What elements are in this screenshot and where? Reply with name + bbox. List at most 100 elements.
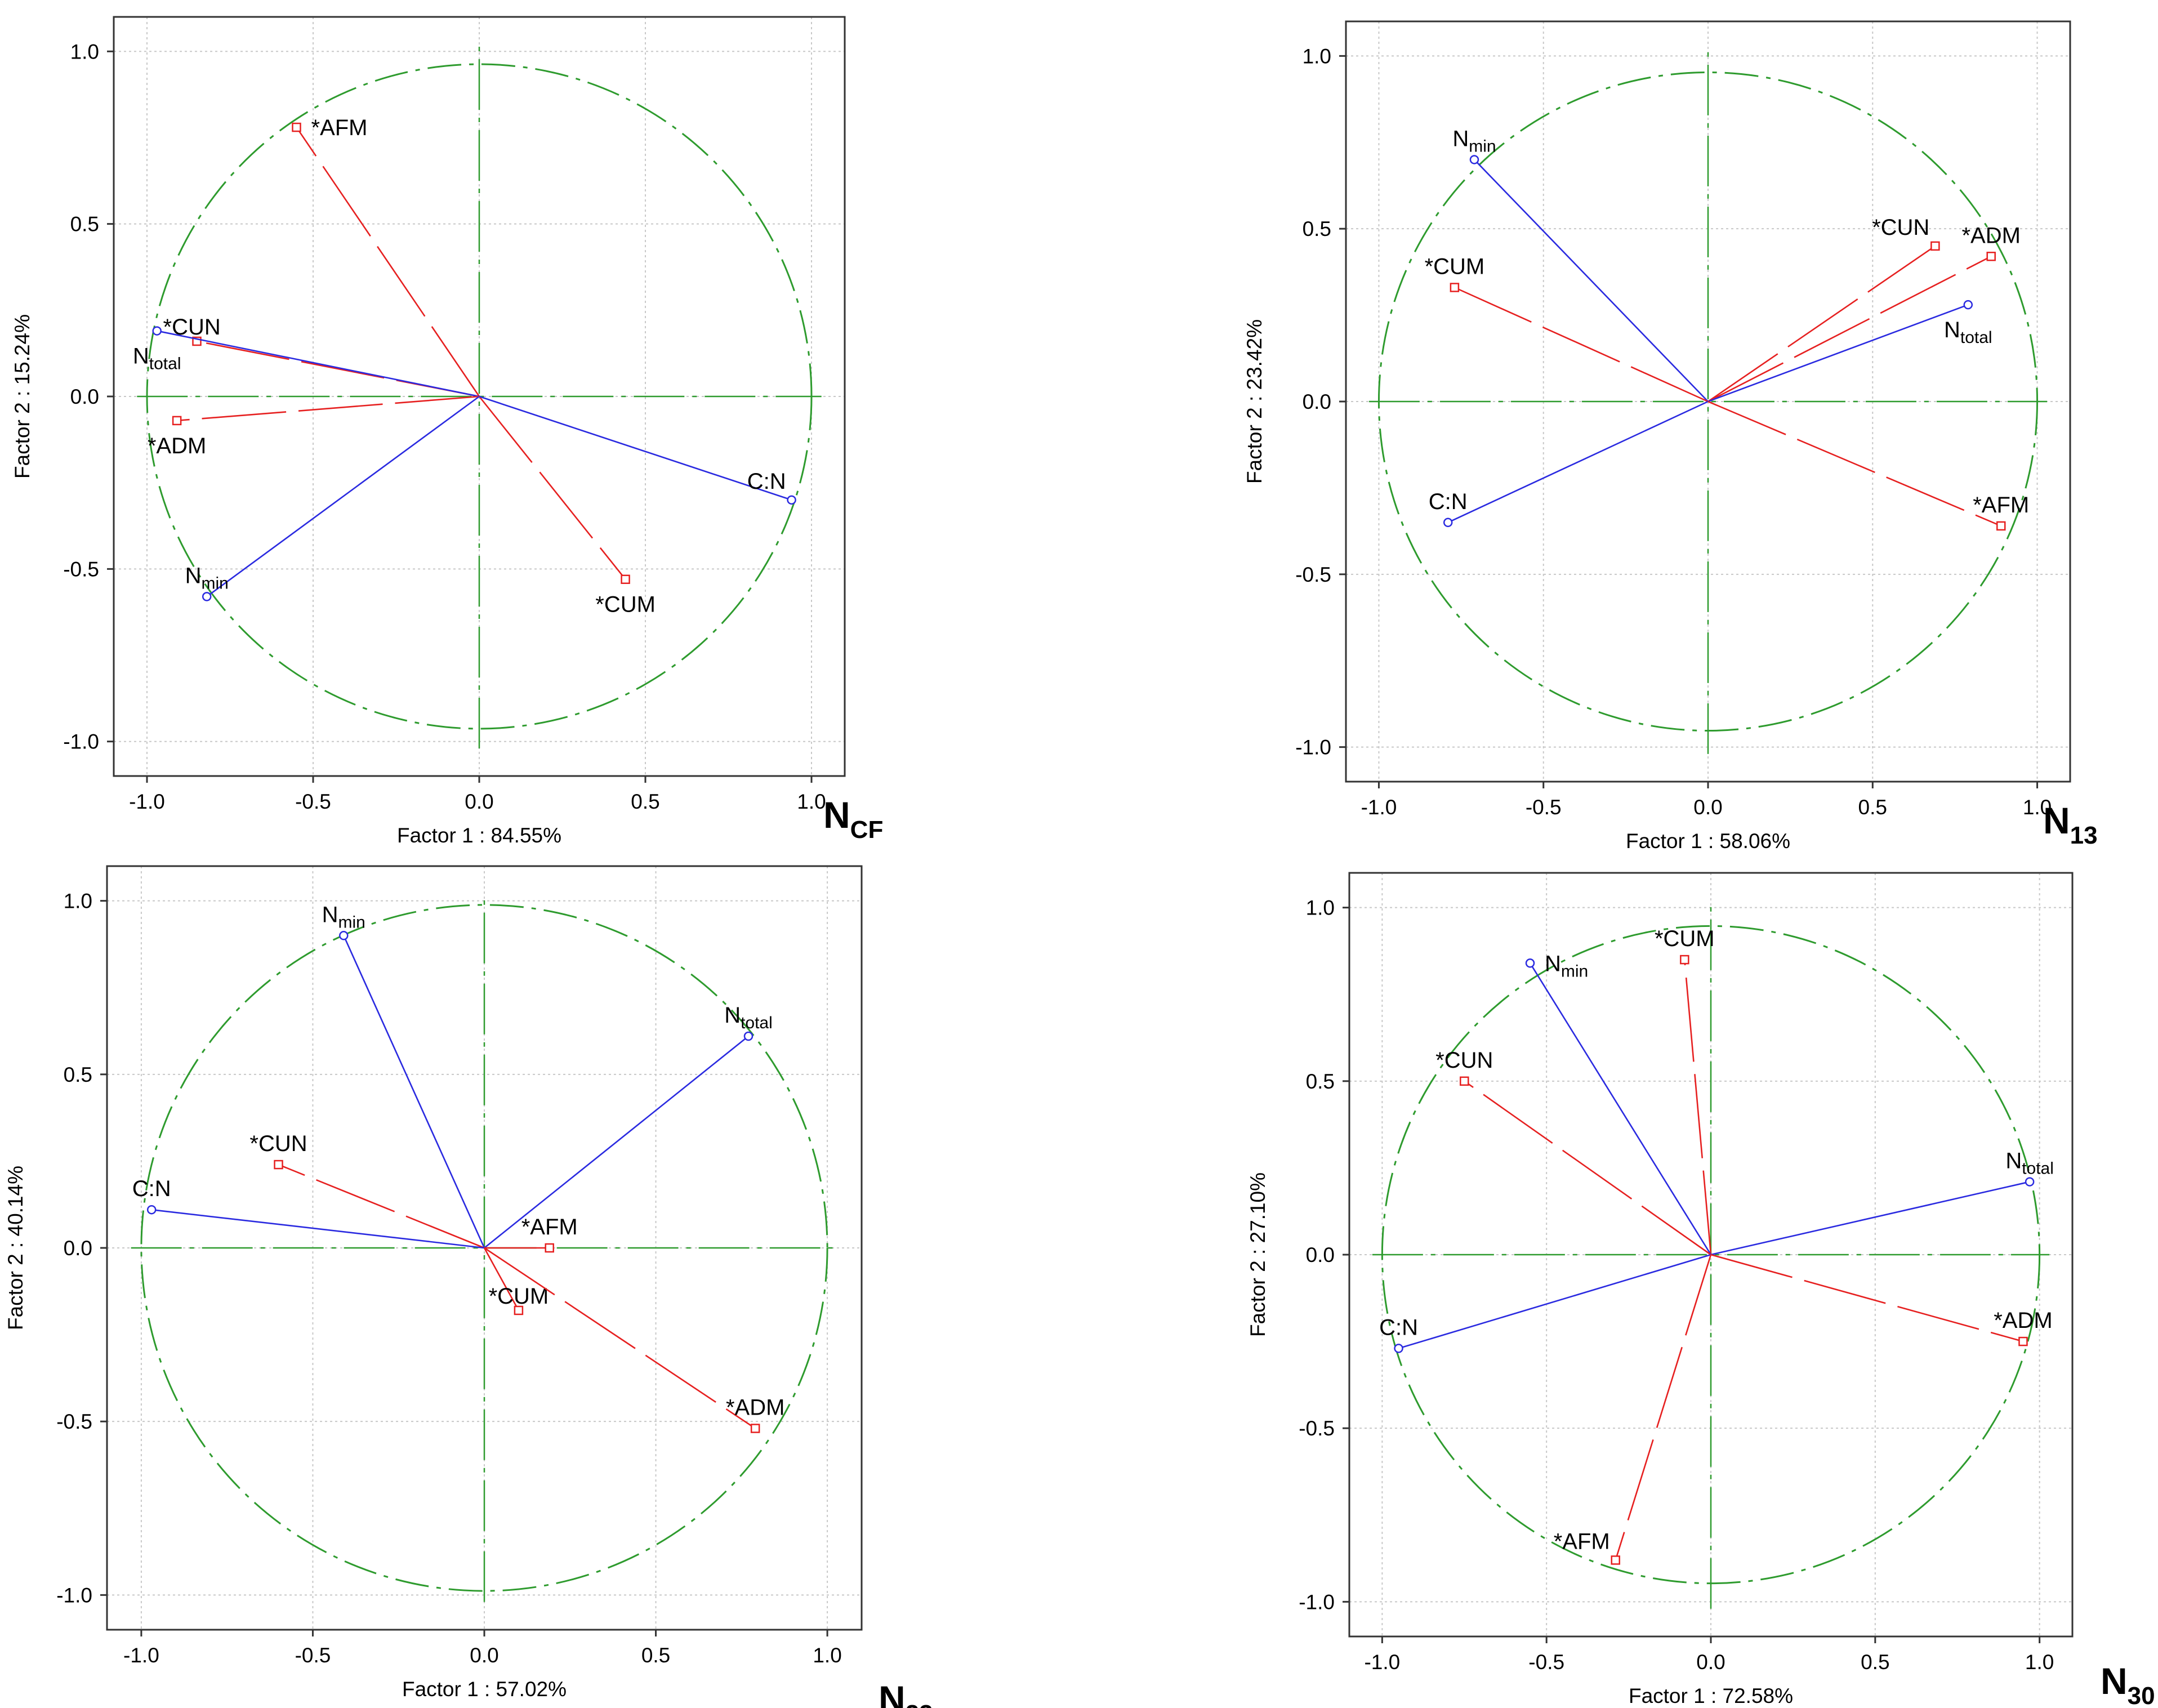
label-afm: *AFM [521,1215,578,1239]
y-tick-label: 1.0 [1306,897,1335,920]
vector-n-total [1710,1181,2030,1256]
x-tick-label: -1.0 [1361,796,1397,819]
unit-circle [140,904,828,1592]
y-tick-label: -0.5 [63,558,99,581]
vector-c-n [151,1208,485,1249]
label-afm: *AFM [1973,493,2029,518]
y-tick-label: 0.0 [70,385,99,408]
vector-cum [1684,959,1712,1255]
vector-adm [1710,1254,2023,1343]
label-adm: *ADM [1961,223,2020,248]
y-tick-label: -0.5 [1295,563,1331,586]
vector-n-min [343,935,485,1248]
x-tick-label: 1.0 [2023,796,2052,819]
x-tick-label: -0.5 [1526,796,1562,819]
panel-title: N13 [2043,800,2098,849]
label-adm: *ADM [1994,1308,2052,1333]
vector-cum [1454,287,1709,403]
point-n-min [1525,958,1535,968]
point-c-n [1443,518,1453,528]
point-cun [274,1160,283,1170]
panel-ncf: -1.0 -0.5 0.0 0.5 1.0 -1.0 -0.5 0.0 0.5 1.0 Factor… [11,16,883,847]
label-adm: *ADM [148,434,206,458]
point-n-total [152,326,162,336]
label-c-n: C:N [1379,1315,1418,1340]
label-n-min: Nmin [185,563,229,592]
label-n-total: Ntotal [724,1003,773,1032]
label-afm: *AFM [311,115,368,140]
vector-afm [296,127,480,397]
point-adm [1986,252,1996,261]
y-tick-label: 0.0 [1303,390,1331,413]
vector-adm [176,395,480,422]
panel-title: N23 [879,1678,933,1708]
label-n-min: Nmin [322,902,365,931]
y-tick-label: 0.5 [64,1063,92,1086]
point-n-min [339,931,349,940]
y-axis-label: Factor 2 : 40.14% [4,1166,27,1330]
point-cum [1680,955,1689,965]
vector-c-n [1398,1254,1711,1349]
vector-adm [484,1247,756,1429]
label-cum: *CUM [595,592,656,617]
x-tick-label: 1.0 [797,790,826,813]
vector-n-total [1707,304,1969,403]
panel-n13: -1.0 -0.5 0.0 0.5 1.0 -1.0 -0.5 0.0 0.5 1.0 Factor… [1243,20,2098,853]
x-tick-label: 0.5 [1861,1651,1889,1674]
y-axis-label: Factor 2 : 15.24% [11,314,34,479]
x-tick-label: -1.0 [129,790,165,813]
vector-cum [483,1247,520,1311]
label-n-total: Ntotal [1944,318,1992,347]
x-tick-label: 1.0 [2025,1651,2054,1674]
label-cun: *CUN [163,315,221,340]
point-cum [1450,283,1460,292]
y-tick-label: 0.0 [1306,1243,1335,1266]
x-tick-label: 0.0 [470,1644,498,1667]
y-tick-label: 0.5 [1306,1070,1335,1093]
x-tick-label: -1.0 [1364,1651,1400,1674]
y-tick-label: 0.5 [1303,217,1331,240]
y-axis-label: Factor 2 : 23.42% [1243,319,1266,484]
point-c-n [787,495,796,505]
point-n-total [743,1031,753,1041]
point-afm [292,122,301,132]
y-tick-label: 1.0 [70,40,99,63]
y-tick-label: -0.5 [1299,1417,1335,1440]
point-n-min [1469,155,1479,164]
y-tick-label: -1.0 [56,1584,92,1607]
panel-title: N30 [2101,1660,2155,1708]
point-cum [514,1305,524,1315]
label-n-min: Nmin [1545,951,1588,980]
x-tick-label: 0.5 [641,1644,670,1667]
label-c-n: C:N [132,1176,171,1201]
label-adm: *ADM [726,1395,784,1420]
vector-n-min [1529,962,1712,1255]
point-afm [1996,521,2006,531]
point-cun [1460,1076,1469,1086]
vector-c-n [1447,400,1709,523]
vector-cun [1707,245,1936,403]
panel-n30: -1.0 -0.5 0.0 0.5 1.0 -1.0 -0.5 0.0 0.5 1.0 Factor… [1246,872,2155,1708]
y-tick-label: 0.0 [64,1237,92,1260]
label-cun: *CUN [1435,1048,1493,1073]
y-axis-label: Factor 2 : 27.10% [1246,1172,1269,1337]
label-cun: *CUN [1872,215,1929,240]
label-n-total: Ntotal [133,344,181,373]
vector-c-n [479,395,792,501]
label-c-n: C:N [747,469,786,494]
vector-n-min [1474,159,1709,402]
x-tick-label: -0.5 [295,1644,331,1667]
y-tick-label: -1.0 [63,730,99,753]
vector-cun [278,1163,485,1249]
y-tick-label: 1.0 [1303,44,1331,68]
vector-n-total [157,330,480,398]
vector-afm [1615,1254,1712,1560]
label-c-n: C:N [1429,489,1468,514]
x-tick-label: -0.5 [1528,1651,1564,1674]
label-n-min: Nmin [1452,126,1496,155]
point-adm [172,416,182,426]
point-adm [2018,1336,2028,1346]
vector-cum [478,396,626,580]
vector-n-min [206,395,480,597]
